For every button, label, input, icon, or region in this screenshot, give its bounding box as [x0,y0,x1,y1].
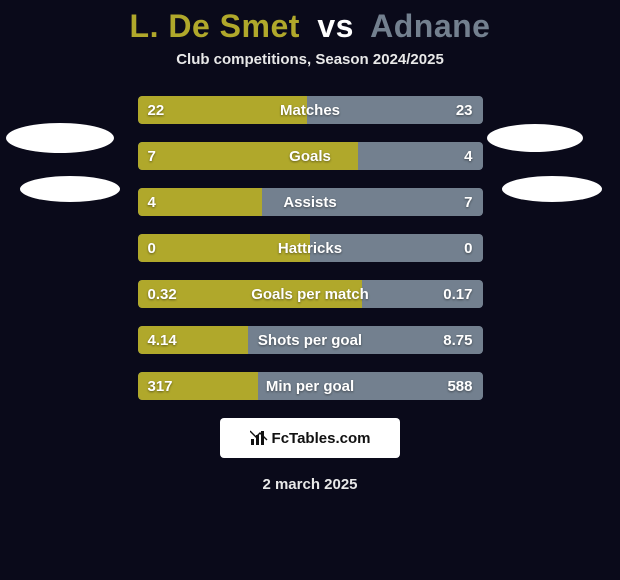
content-area: Matches2223Goals74Assists47Hattricks00Go… [0,96,620,400]
stat-row: Assists4 7 [138,188,483,216]
subtitle: Club competitions, Season 2024/2025 [0,51,620,68]
stat-row: Matches22 23 [138,96,483,124]
stat-value-right: 588 [447,372,472,400]
stat-row: Goals per match0.32 0.17 [138,280,483,308]
stat-value-left: 0 [148,234,156,262]
stat-row: Hattricks0 0 [138,234,483,262]
stat-row: Min per goal317 588 [138,372,483,400]
stat-value-left: 7 [148,142,156,170]
vs-text: vs [309,8,362,44]
brand-text: FcTables.com [272,430,371,447]
stat-value-right: 23 [456,96,473,124]
stat-value-right: 0.17 [443,280,472,308]
stat-value-right: 4 [464,142,472,170]
stat-label: Min per goal [138,372,483,400]
brand-badge[interactable]: FcTables.com [220,418,400,458]
stat-value-right: 8.75 [443,326,472,354]
stat-row: Goals7 4 [138,142,483,170]
player1-name: L. De Smet [130,8,300,44]
side-ellipse [6,123,114,153]
player2-name: Adnane [370,8,490,44]
page-title: L. De Smet vs Adnane [0,8,620,45]
comparison-card: L. De Smet vs Adnane Club competitions, … [0,0,620,580]
stat-label: Shots per goal [138,326,483,354]
stat-value-left: 4 [148,188,156,216]
date-text: 2 march 2025 [0,476,620,493]
side-ellipse [487,124,583,152]
stat-row: Shots per goal4.14 8.75 [138,326,483,354]
stat-value-right: 7 [464,188,472,216]
stat-label: Assists [138,188,483,216]
stat-value-left: 4.14 [148,326,177,354]
stat-label: Goals per match [138,280,483,308]
stats-chart: Matches2223Goals74Assists47Hattricks00Go… [138,96,483,400]
side-ellipse [20,176,120,202]
bar-chart-icon [250,429,268,447]
stat-value-left: 22 [148,96,165,124]
stat-label: Matches [138,96,483,124]
stat-value-left: 317 [148,372,173,400]
stat-label: Hattricks [138,234,483,262]
stat-value-left: 0.32 [148,280,177,308]
stat-value-right: 0 [464,234,472,262]
side-ellipse [502,176,602,202]
stat-label: Goals [138,142,483,170]
